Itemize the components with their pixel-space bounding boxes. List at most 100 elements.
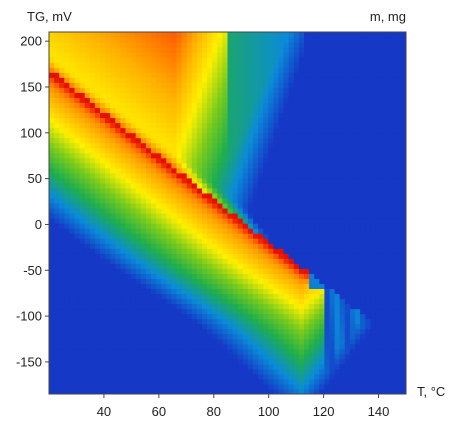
heatmap-cell bbox=[242, 47, 249, 53]
heatmap-cell bbox=[191, 313, 198, 320]
heatmap-cell bbox=[314, 248, 320, 254]
heatmap-cell bbox=[59, 248, 65, 254]
heatmap-cell bbox=[181, 192, 188, 199]
heatmap-cell bbox=[253, 333, 259, 340]
heatmap-cell bbox=[69, 293, 76, 300]
heatmap-cell bbox=[232, 323, 239, 330]
heatmap-cell bbox=[49, 248, 55, 254]
heatmap-cell bbox=[380, 283, 387, 290]
heatmap-cell bbox=[349, 72, 356, 78]
heatmap-cell bbox=[232, 187, 239, 194]
heatmap-cell bbox=[196, 358, 203, 365]
heatmap-cell bbox=[329, 358, 336, 365]
heatmap-cell bbox=[242, 112, 249, 119]
heatmap-cell bbox=[385, 162, 392, 169]
heatmap-cell bbox=[196, 273, 203, 279]
heatmap-cell bbox=[329, 293, 336, 300]
heatmap-cell bbox=[140, 328, 147, 335]
heatmap-cell bbox=[349, 52, 356, 58]
heatmap-cell bbox=[329, 258, 336, 264]
heatmap-cell bbox=[395, 82, 402, 88]
heatmap-cell bbox=[140, 258, 147, 264]
heatmap-cell bbox=[329, 218, 336, 224]
heatmap-cell bbox=[84, 353, 91, 360]
heatmap-cell bbox=[64, 52, 70, 58]
heatmap-cell bbox=[360, 223, 366, 229]
heatmap-cell bbox=[79, 343, 86, 350]
heatmap-cell bbox=[79, 283, 86, 290]
heatmap-cell bbox=[166, 318, 172, 325]
heatmap-cell bbox=[100, 47, 106, 53]
heatmap-cell bbox=[360, 77, 366, 83]
heatmap-cell bbox=[278, 197, 285, 204]
heatmap-cell bbox=[253, 308, 259, 315]
heatmap-cell bbox=[130, 102, 137, 109]
heatmap-cell bbox=[125, 363, 132, 370]
heatmap-cell bbox=[288, 152, 295, 159]
heatmap-cell bbox=[161, 117, 167, 124]
heatmap-cell bbox=[349, 228, 356, 234]
heatmap-cell bbox=[232, 157, 239, 164]
heatmap-cell bbox=[89, 328, 96, 335]
heatmap-cell bbox=[202, 363, 208, 370]
heatmap-cell bbox=[156, 37, 162, 43]
heatmap-cell bbox=[324, 373, 331, 380]
heatmap-cell bbox=[84, 243, 91, 249]
heatmap-cell bbox=[166, 52, 172, 58]
heatmap-cell bbox=[207, 338, 213, 345]
heatmap-cell bbox=[298, 32, 305, 38]
heatmap-cell bbox=[400, 273, 406, 279]
heatmap-cell bbox=[196, 152, 203, 159]
heatmap-cell bbox=[370, 263, 376, 269]
heatmap-cell bbox=[110, 318, 116, 325]
heatmap-cell bbox=[84, 127, 91, 134]
heatmap-cell bbox=[273, 278, 280, 284]
heatmap-cell bbox=[181, 253, 188, 259]
heatmap-cell bbox=[166, 107, 172, 114]
heatmap-cell bbox=[125, 303, 132, 310]
heatmap-cell bbox=[390, 288, 397, 295]
heatmap-cell bbox=[120, 202, 127, 209]
heatmap-cell bbox=[324, 167, 331, 174]
heatmap-cell bbox=[161, 132, 167, 139]
heatmap-cell bbox=[375, 102, 382, 109]
heatmap-cell bbox=[156, 373, 162, 380]
heatmap-cell bbox=[355, 177, 361, 184]
heatmap-cell bbox=[79, 207, 86, 214]
heatmap-cell bbox=[385, 218, 392, 224]
heatmap-cell bbox=[304, 57, 310, 63]
heatmap-cell bbox=[140, 373, 147, 380]
heatmap-cell bbox=[349, 338, 356, 345]
heatmap-cell bbox=[135, 157, 142, 164]
heatmap-cell bbox=[196, 343, 203, 350]
heatmap-cell bbox=[94, 328, 101, 335]
heatmap-cell bbox=[324, 197, 331, 204]
heatmap-cell bbox=[232, 82, 239, 88]
heatmap-cell bbox=[94, 368, 101, 375]
heatmap-cell bbox=[263, 263, 269, 269]
heatmap-cell bbox=[283, 37, 290, 43]
heatmap-cell bbox=[191, 177, 198, 184]
heatmap-cell bbox=[79, 323, 86, 330]
heatmap-cell bbox=[324, 213, 331, 219]
heatmap-cell bbox=[370, 253, 376, 259]
heatmap-cell bbox=[365, 62, 371, 68]
heatmap-cell bbox=[380, 343, 387, 350]
heatmap-cell bbox=[227, 243, 234, 249]
heatmap-cell bbox=[49, 42, 55, 48]
heatmap-cell bbox=[196, 298, 203, 305]
heatmap-cell bbox=[253, 37, 259, 43]
heatmap-cell bbox=[125, 308, 132, 315]
heatmap-cell bbox=[115, 358, 121, 365]
heatmap-cell bbox=[309, 172, 315, 179]
heatmap-cell bbox=[268, 97, 274, 103]
heatmap-cell bbox=[222, 283, 229, 290]
heatmap-cell bbox=[385, 338, 392, 345]
heatmap-cell bbox=[84, 87, 91, 93]
heatmap-cell bbox=[49, 358, 55, 365]
heatmap-cell bbox=[298, 202, 305, 209]
heatmap-cell bbox=[196, 72, 203, 78]
heatmap-cell bbox=[64, 62, 70, 68]
heatmap-cell bbox=[298, 363, 305, 370]
